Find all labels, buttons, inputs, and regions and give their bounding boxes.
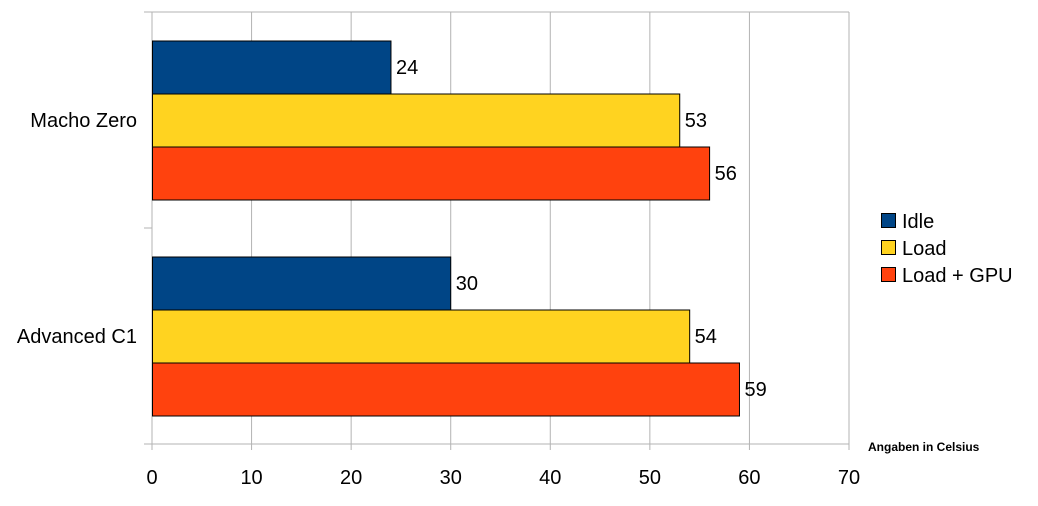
data-label: 53 (685, 110, 707, 132)
category-labels: Macho Zero Advanced C1 (17, 110, 137, 348)
bars (152, 40, 740, 417)
legend-swatch-load-gpu (881, 267, 896, 282)
legend: Idle Load Load + GPU (881, 211, 1013, 287)
legend-swatch-idle (881, 213, 896, 228)
x-tick-label-50: 50 (639, 467, 661, 489)
legend-label-load: Load (902, 238, 947, 260)
bar-macho-zero-load (152, 93, 681, 148)
data-label: 59 (744, 379, 766, 401)
bar-advanced-c1-idle (152, 256, 452, 311)
unit-note: Angaben in Celsius (868, 440, 980, 454)
data-label: 54 (695, 326, 717, 348)
category-label-advanced-c1: Advanced C1 (17, 326, 137, 348)
data-label: 24 (396, 57, 418, 79)
x-tick-label-0: 0 (146, 467, 157, 489)
x-tick-label-40: 40 (539, 467, 561, 489)
legend-label-load-gpu: Load + GPU (902, 265, 1013, 287)
x-tick-label-10: 10 (240, 467, 262, 489)
data-label: 56 (715, 163, 737, 185)
x-tick-labels: 0 10 20 30 40 50 60 70 (146, 467, 860, 489)
bar-advanced-c1-load-gpu (152, 362, 740, 417)
legend-swatch-load (881, 240, 896, 255)
data-labels: 24 53 56 30 54 59 (396, 57, 767, 401)
bar-advanced-c1-load (152, 309, 691, 364)
legend-label-idle: Idle (902, 211, 934, 233)
x-tick-label-70: 70 (838, 467, 860, 489)
x-tick-label-20: 20 (340, 467, 362, 489)
data-label: 30 (456, 273, 478, 295)
x-tick-label-30: 30 (440, 467, 462, 489)
category-label-macho-zero: Macho Zero (30, 110, 137, 132)
x-tick-label-60: 60 (738, 467, 760, 489)
bar-macho-zero-idle (152, 40, 392, 95)
bar-macho-zero-load-gpu (152, 146, 711, 201)
